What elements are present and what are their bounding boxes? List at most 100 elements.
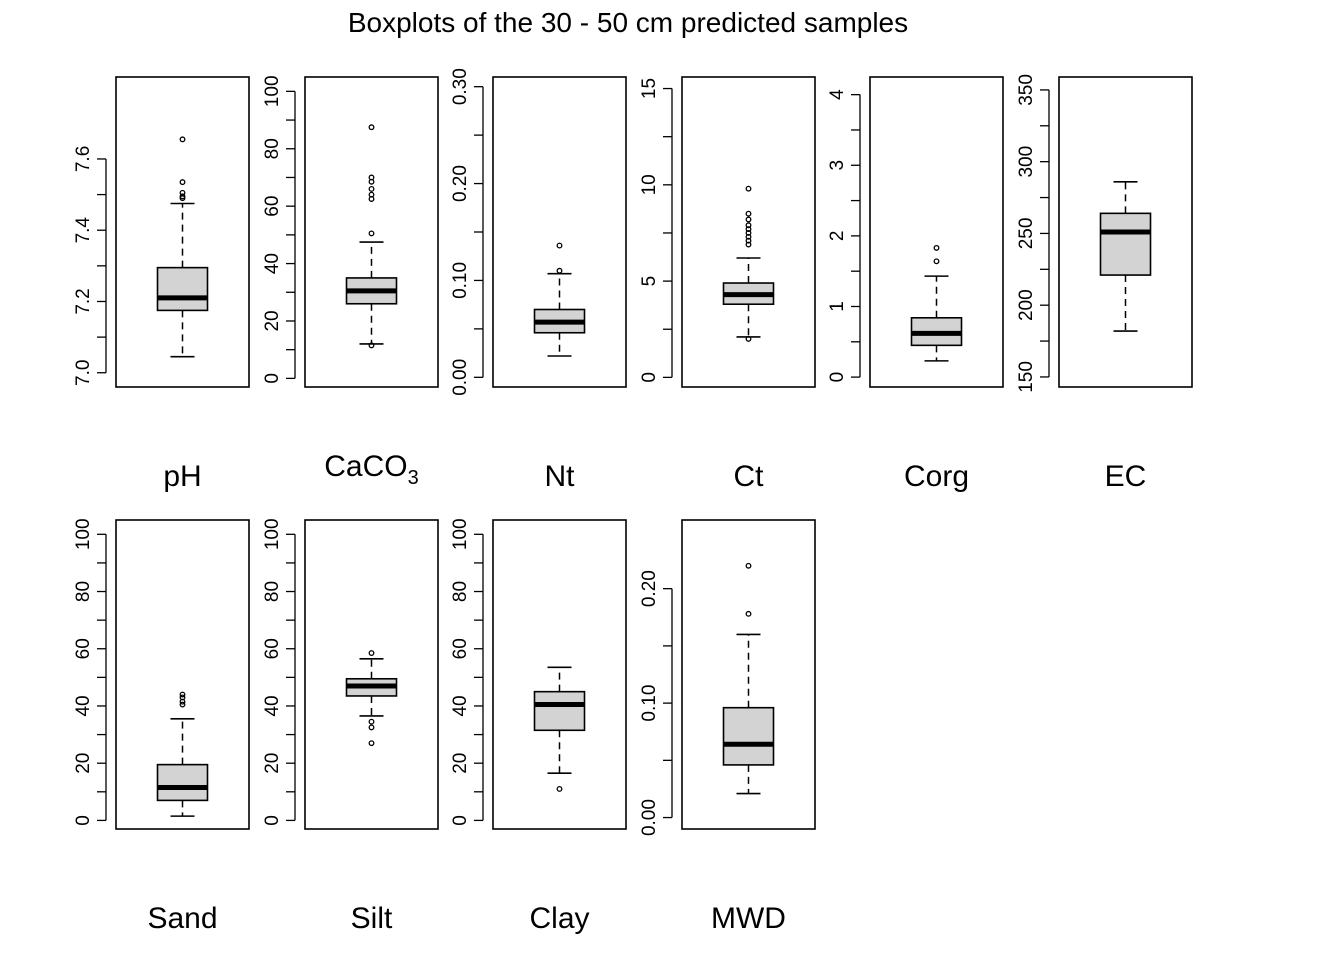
panel-label: Sand [147,902,217,935]
y-tick-label: 7.4 [73,217,94,244]
plot-frame [869,76,1004,388]
y-tick-label: 20 [262,753,283,774]
outlier-point [745,610,752,617]
outlier-point [179,179,186,186]
y-tick-label: 7.0 [73,360,94,386]
y-tick-label: 7.2 [73,288,94,314]
outlier-point [556,267,563,274]
outlier-point [368,230,375,237]
outlier-point [368,196,375,202]
plot-frame [115,76,250,388]
outlier-point [368,342,375,349]
iqr-box [722,706,775,766]
y-tick-label: 3 [827,160,848,171]
outlier-point [179,189,186,196]
y-tick-label: 0.10 [639,685,660,722]
iqr-box [156,763,209,802]
plot-frame [304,519,439,830]
y-tick-label: 15 [639,78,660,99]
y-tick-label: 20 [73,753,94,774]
outlier-point [745,222,752,229]
outlier-point [179,136,186,143]
y-tick-label: 0 [262,815,283,826]
y-tick-label: 100 [262,76,283,108]
outlier-point [745,237,752,244]
y-tick-label: 0.00 [450,359,471,396]
outlier-point [368,185,375,192]
y-tick-label: 0.30 [450,68,471,105]
plot-frame [681,76,816,388]
panel-sand: 0 20 40 60 80 100 Sand [73,518,250,935]
y-tick-label: 80 [450,581,471,602]
panel-label: Nt [545,460,576,493]
outlier-point [745,230,752,236]
outlier-point [368,178,375,185]
plot-frame [115,519,250,830]
outlier-point [179,701,186,708]
plot-frame [1058,76,1193,388]
y-tick-label: 80 [262,138,283,159]
y-tick-label: 0.10 [450,262,471,299]
y-tick-label: 40 [262,253,283,274]
iqr-box [1099,212,1152,276]
y-tick-label: 2 [827,231,848,242]
outlier-point [368,740,375,747]
panel-ec: 150 200 250 300 350 EC [1016,74,1193,493]
outlier-point [745,210,752,217]
y-tick-label: 60 [73,638,94,659]
panel-label: Clay [529,902,589,935]
y-tick-label: 350 [1016,74,1037,106]
panel-corg: 0 1 2 3 4 Corg [827,76,1004,493]
y-tick-label: 4 [827,89,848,100]
outlier-point [368,724,375,731]
panel-label: pH [163,460,201,493]
panel-mwd: 0.00 0.10 0.20 MWD [639,519,816,935]
panel-ph: 7.0 7.2 7.4 7.6 pH [73,76,250,493]
y-tick-label: 0 [639,372,660,383]
y-tick-label: 0.00 [639,799,660,836]
outlier-point [556,242,563,249]
plot-frame [304,76,439,388]
outlier-point [933,258,940,265]
outlier-point [745,216,752,223]
y-tick-label: 150 [1016,361,1037,393]
y-tick-label: 0 [73,815,94,826]
iqr-box [156,266,209,312]
y-tick-label: 40 [450,695,471,716]
outlier-point [745,233,752,240]
y-tick-label: 100 [73,518,94,550]
y-tick-label: 7.6 [73,146,94,172]
panel-label: EC [1105,460,1147,493]
y-tick-label: 80 [73,581,94,602]
y-tick-label: 20 [262,310,283,331]
y-tick-label: 0 [827,372,848,383]
outlier-point [556,785,563,792]
panel-clay: 0 20 40 60 80 100 Clay [450,518,627,935]
y-tick-label: 300 [1016,146,1037,178]
y-tick-label: 1 [827,301,848,312]
outlier-point [745,562,752,569]
y-tick-label: 0.20 [639,570,660,607]
panel-label: Silt [351,902,393,935]
y-tick-label: 200 [1016,289,1037,321]
panel-label: Ct [734,460,765,493]
chart-title: Boxplots of the 30 - 50 cm predicted sam… [348,7,908,38]
outlier-point [745,185,752,192]
y-tick-label: 100 [262,518,283,550]
y-tick-label: 60 [262,638,283,659]
y-tick-label: 60 [262,196,283,217]
panel-caco3: 0 20 40 60 80 100 CaCO3 [262,76,439,489]
outlier-point [179,698,186,705]
y-tick-label: 5 [639,276,660,287]
outlier-point [745,335,752,342]
y-tick-label: 0 [450,815,471,826]
outlier-point [179,195,186,202]
panel-label: MWD [711,902,786,935]
outlier-point [368,718,375,725]
y-tick-label: 20 [450,753,471,774]
outlier-point [368,124,375,131]
y-tick-label: 250 [1016,218,1037,250]
y-tick-label: 80 [262,581,283,602]
panel-label: Corg [904,460,969,493]
